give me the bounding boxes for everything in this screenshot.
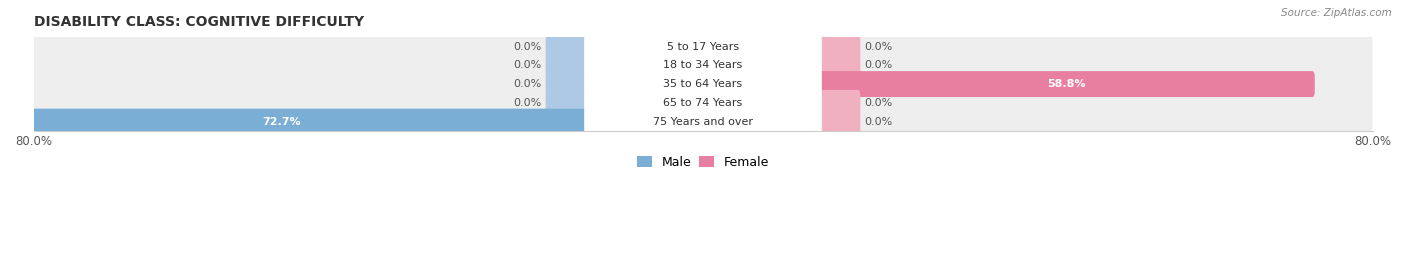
Text: 0.0%: 0.0% (513, 79, 541, 89)
Text: 75 Years and over: 75 Years and over (652, 117, 754, 127)
FancyBboxPatch shape (818, 34, 860, 59)
Text: 35 to 64 Years: 35 to 64 Years (664, 79, 742, 89)
Text: 0.0%: 0.0% (513, 41, 541, 51)
FancyBboxPatch shape (818, 52, 860, 78)
FancyBboxPatch shape (583, 73, 823, 95)
FancyBboxPatch shape (583, 92, 823, 114)
FancyBboxPatch shape (546, 52, 588, 78)
Text: 58.8%: 58.8% (1047, 79, 1085, 89)
FancyBboxPatch shape (583, 111, 823, 133)
Text: 0.0%: 0.0% (513, 98, 541, 108)
FancyBboxPatch shape (34, 70, 1372, 98)
FancyBboxPatch shape (818, 90, 860, 116)
FancyBboxPatch shape (546, 71, 588, 97)
FancyBboxPatch shape (546, 34, 588, 59)
Legend: Male, Female: Male, Female (631, 151, 775, 174)
FancyBboxPatch shape (583, 54, 823, 76)
FancyBboxPatch shape (34, 89, 1372, 117)
FancyBboxPatch shape (34, 107, 1372, 136)
Text: 18 to 34 Years: 18 to 34 Years (664, 60, 742, 70)
FancyBboxPatch shape (583, 36, 823, 58)
Text: 0.0%: 0.0% (865, 60, 893, 70)
Text: 0.0%: 0.0% (513, 60, 541, 70)
FancyBboxPatch shape (546, 90, 588, 116)
Text: Source: ZipAtlas.com: Source: ZipAtlas.com (1281, 8, 1392, 18)
FancyBboxPatch shape (34, 51, 1372, 80)
Text: 72.7%: 72.7% (263, 117, 301, 127)
Text: DISABILITY CLASS: COGNITIVE DIFFICULTY: DISABILITY CLASS: COGNITIVE DIFFICULTY (34, 15, 364, 29)
Text: 0.0%: 0.0% (865, 98, 893, 108)
Text: 65 to 74 Years: 65 to 74 Years (664, 98, 742, 108)
Text: 0.0%: 0.0% (865, 117, 893, 127)
FancyBboxPatch shape (818, 109, 860, 134)
FancyBboxPatch shape (818, 71, 1315, 97)
Text: 5 to 17 Years: 5 to 17 Years (666, 41, 740, 51)
FancyBboxPatch shape (34, 32, 1372, 61)
FancyBboxPatch shape (0, 109, 588, 134)
Text: 0.0%: 0.0% (865, 41, 893, 51)
